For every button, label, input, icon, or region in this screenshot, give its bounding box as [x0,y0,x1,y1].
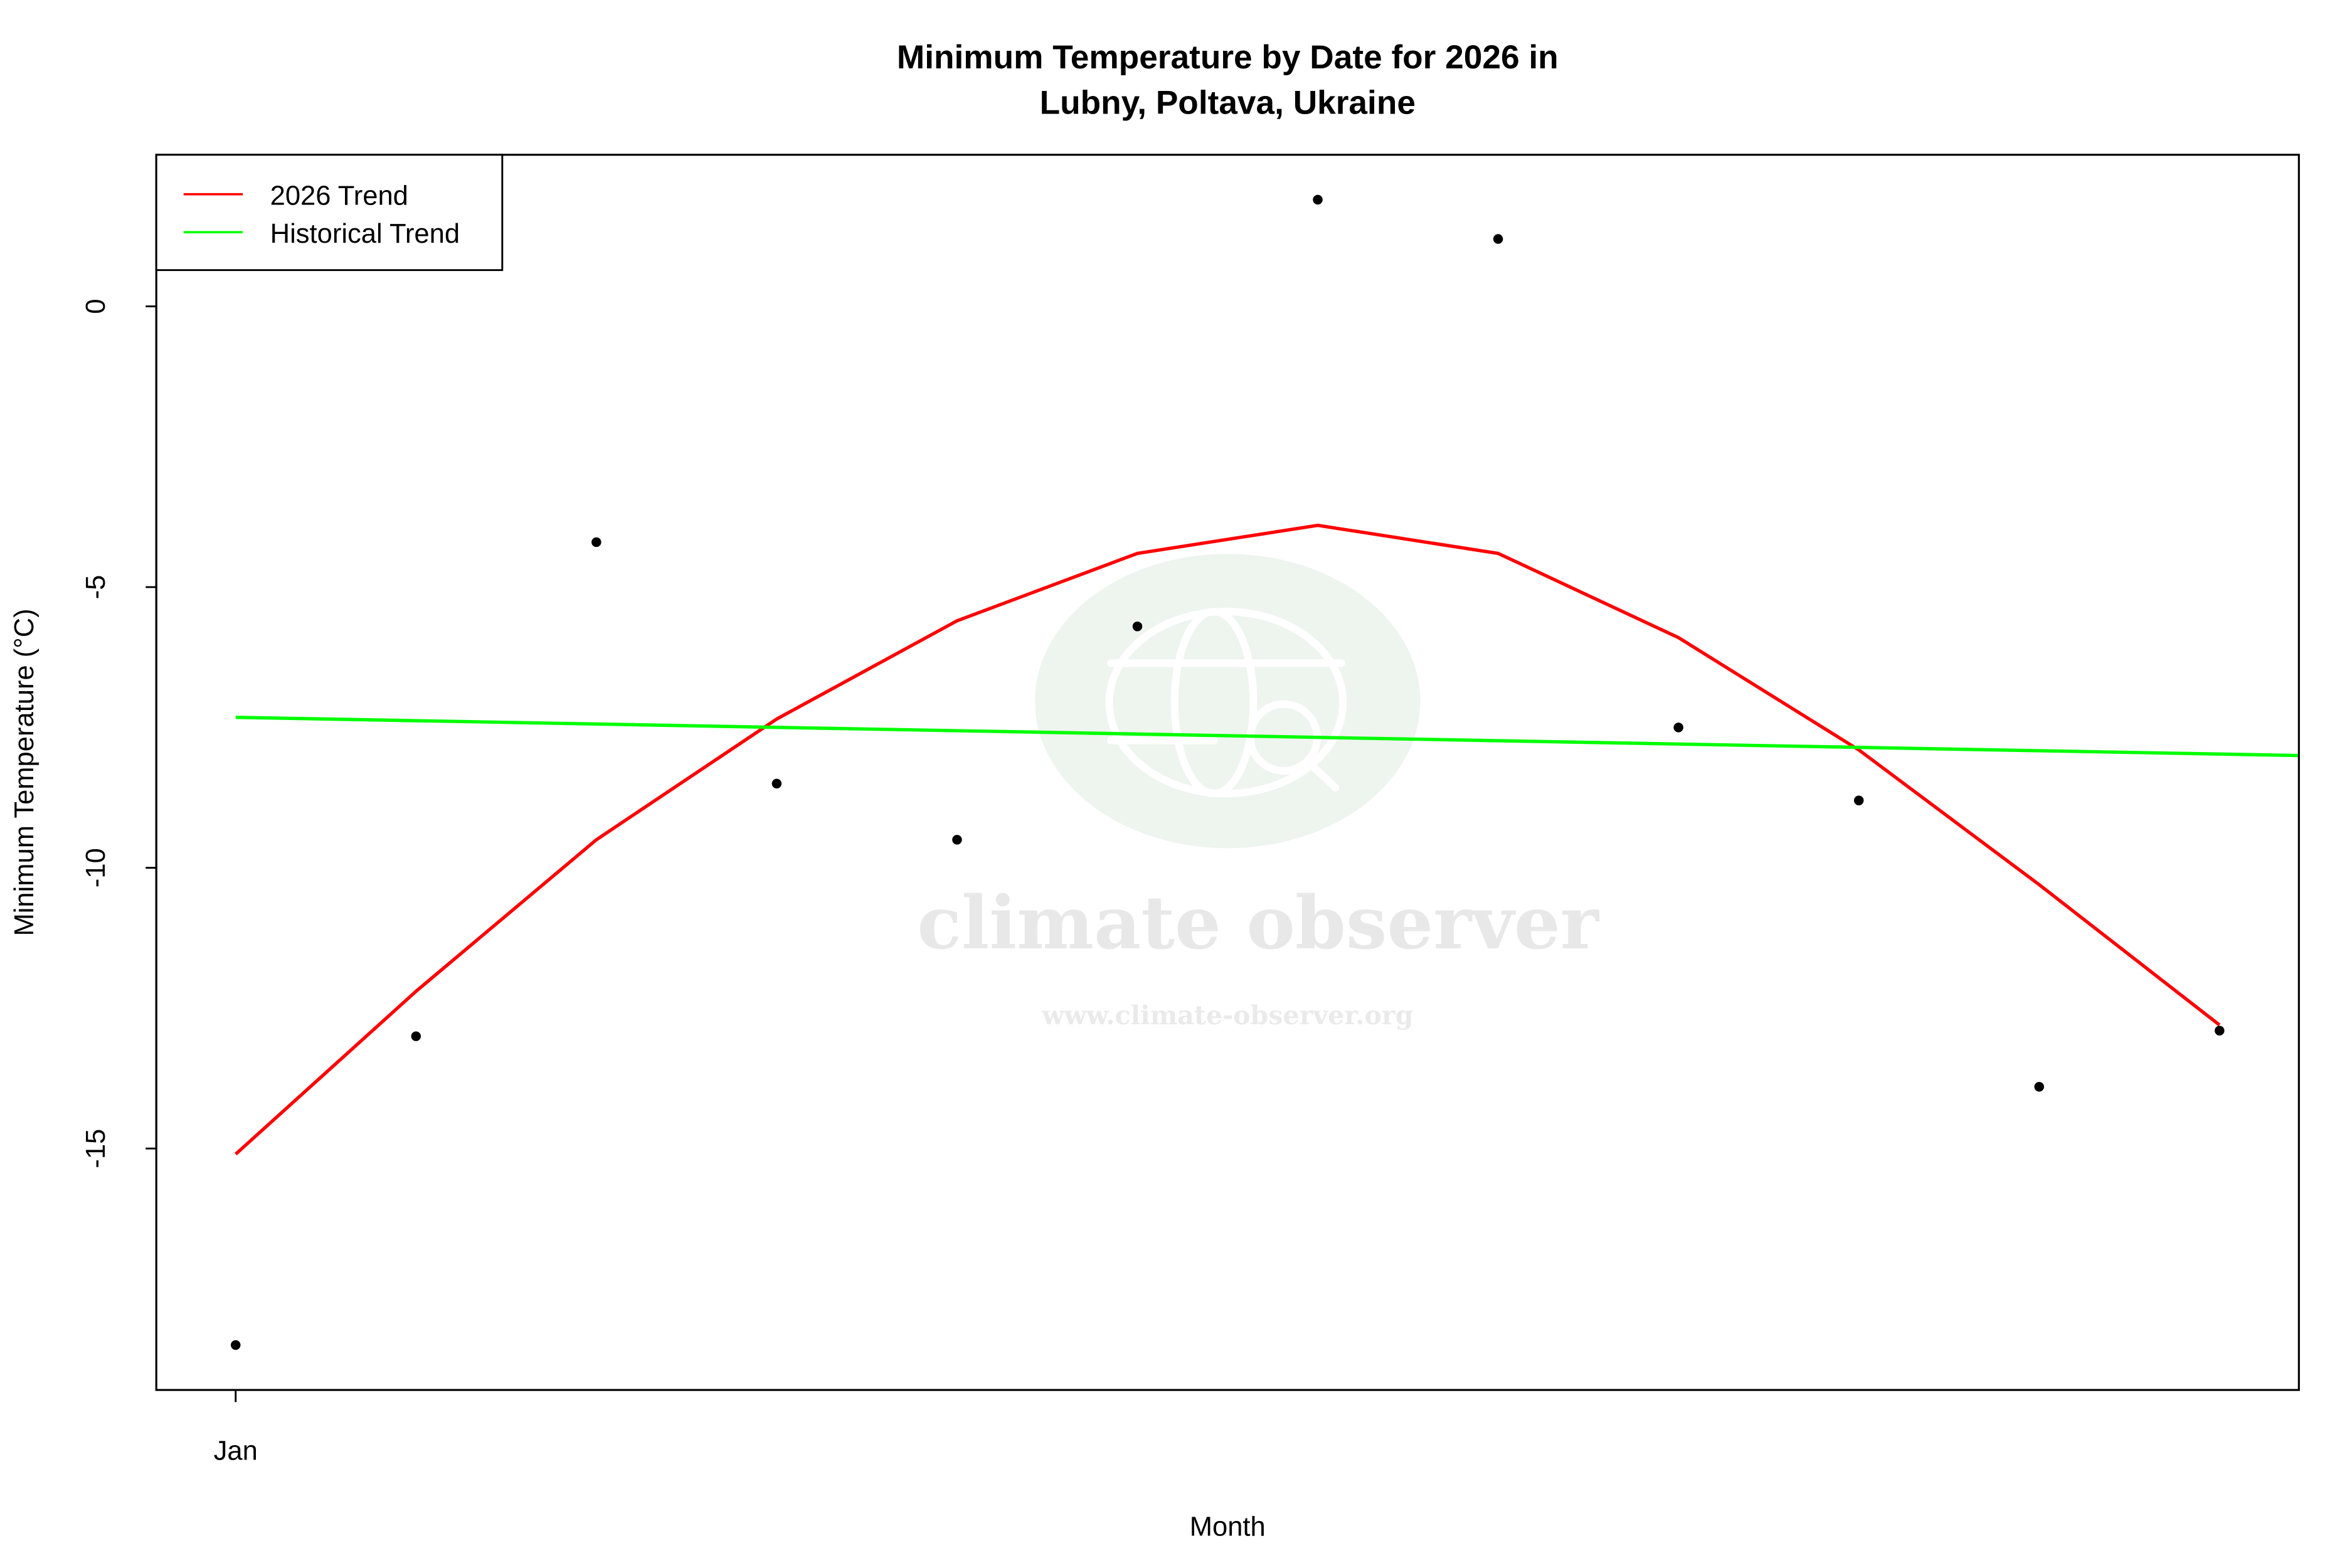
y-tick-label: -15 [81,1129,111,1168]
y-axis: 0 -5 -10 -15 [81,299,157,1168]
data-point [2215,1025,2225,1036]
data-point [2034,1082,2044,1092]
watermark-brand: climate observer [917,881,1599,966]
y-tick-label: 0 [81,299,111,314]
series-line-2026-trend [234,523,2221,1156]
data-point [1313,194,1323,205]
legend-label-2026-trend: 2026 Trend [270,181,408,211]
x-tick-label: Jan [214,1436,258,1466]
data-point [952,835,962,845]
data-point [1493,234,1503,244]
data-point [771,778,782,789]
data-point [230,1340,241,1350]
chart-title-line-2: Lubny, Poltava, Ukraine [1040,84,1416,121]
globe-magnifier-icon [1035,554,1421,849]
legend-label-historical-trend: Historical Trend [270,219,460,249]
plot-area [230,194,2299,1350]
data-point [411,1031,421,1041]
chart-title-line-1: Minimum Temperature by Date for 2026 in [897,39,1559,76]
x-axis: Jan [214,1390,258,1466]
y-axis-label: Minimum Temperature (°C) [9,608,40,936]
x-axis-label: Month [1190,1512,1266,1542]
legend-box [155,154,504,272]
watermark: climate observer www.climate-observer.or… [917,554,1600,1030]
watermark-url: www.climate-observer.org [1041,1000,1413,1030]
y-tick-label: -5 [81,575,111,600]
data-point [591,537,601,548]
data-point [1673,723,1683,733]
series-line-historical-trend [235,716,2299,758]
y-tick-label: -10 [81,848,111,887]
data-point [1132,621,1143,632]
data-point [1853,795,1864,805]
legend: 2026 Trend Historical Trend [155,154,504,272]
